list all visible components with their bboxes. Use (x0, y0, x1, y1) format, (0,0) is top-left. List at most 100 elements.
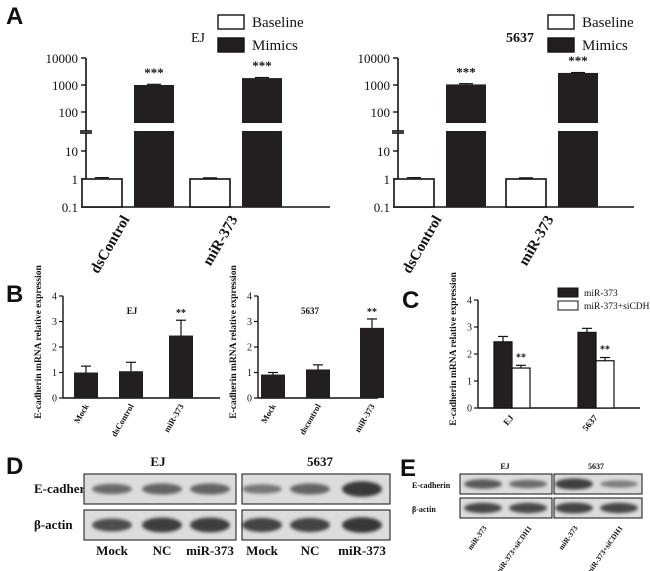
bar-mimics-lower (134, 131, 174, 207)
x-category-label: 5637 (580, 412, 600, 433)
band-beta-actin (464, 502, 502, 514)
lane-label: miR-373 (556, 524, 579, 552)
legend-label: Baseline (582, 15, 634, 31)
x-category-label: miR-373 (161, 402, 185, 434)
y-tick-label: 10 (377, 144, 390, 159)
band-beta-actin (555, 502, 593, 514)
panel-label-a: A (6, 3, 23, 30)
y-tick-label: 2 (52, 343, 57, 354)
group-label: EJ (150, 454, 166, 469)
lane-label: miR-373 (186, 543, 234, 558)
bar-mimics-lower (558, 131, 598, 207)
band-e-cadherin (555, 478, 593, 490)
significance-label: ** (367, 307, 377, 318)
x-category-label: Mock (72, 402, 91, 425)
legend-label: Baseline (252, 15, 304, 31)
y-tick-label: 10000 (46, 51, 79, 66)
lane-label: miR-373+siCDH1 (584, 524, 624, 571)
row-label-beta-actin: β-actin (34, 517, 73, 532)
band-beta-actin (242, 517, 282, 533)
x-category-label: dscontrol (297, 401, 323, 436)
y-tick-label: 3 (52, 317, 57, 328)
significance-label: *** (568, 53, 588, 68)
y-axis-label: E-cadherin mRNA relative expression (34, 265, 44, 419)
bar-mimics-lower (446, 131, 486, 207)
x-category-label: dsControl (400, 213, 446, 276)
band-e-cadherin (509, 479, 547, 489)
y-tick-label: 1 (467, 377, 472, 388)
legend-swatch (557, 300, 579, 311)
y-tick-label: 0 (467, 404, 472, 415)
lane-label: miR-373 (465, 524, 488, 552)
y-tick-label: 1 (247, 368, 252, 379)
bar-mimics-lower (242, 131, 282, 207)
western-blot-d: E-cadherin β-actin EJ 5637 Mock NC miR-373 Mock… (34, 454, 391, 558)
lane-label: miR-373+siCDH1 (493, 524, 533, 571)
band-beta-actin (509, 502, 547, 514)
group-label: 5637 (307, 454, 334, 469)
bar-baseline (189, 178, 231, 208)
chart-title: EJ (127, 306, 138, 316)
significance-label: *** (144, 65, 164, 80)
bar-mir-373 (577, 331, 597, 409)
chart-a-ej: EJ 0.1 1 10 100 1000 10000 *** dsControl *** miR-3… (46, 14, 330, 276)
x-category-label: miR-373 (352, 402, 376, 434)
y-tick-label: 0.1 (62, 200, 78, 215)
x-category-label: dsControl (109, 401, 136, 438)
panel-label-c: C (402, 287, 419, 314)
legend-label: Mimics (582, 38, 628, 54)
y-tick-label: 1000 (52, 78, 78, 93)
y-tick-label: 4 (467, 296, 472, 307)
chart-c: 0 1 2 3 4 E-cadherin mRNA relative expression… (449, 272, 650, 434)
legend-label: miR-373+siCDH1 (584, 302, 650, 312)
bar (169, 335, 193, 398)
bar (119, 371, 143, 398)
x-category-label: dsControl (88, 213, 134, 276)
band-e-cadherin (600, 480, 638, 488)
y-tick-label: 4 (247, 292, 252, 303)
chart-title: EJ (191, 31, 206, 46)
y-tick-label: 2 (467, 350, 472, 361)
bar-mimics-upper (558, 72, 598, 123)
bar-mimics-upper (134, 85, 174, 123)
band-e-cadherin (142, 483, 182, 495)
y-tick-label: 1 (384, 172, 391, 187)
bar-baseline (505, 178, 547, 208)
band-e-cadherin (290, 483, 330, 495)
band-e-cadherin (190, 483, 230, 495)
significance-label: ** (600, 345, 610, 356)
significance-label: ** (176, 308, 186, 319)
y-tick-label: 100 (59, 105, 79, 120)
significance-label: *** (252, 58, 272, 73)
y-axis-label: E-cadherin mRNA relative expression (229, 265, 239, 419)
band-beta-actin (290, 517, 330, 533)
legend-swatch-mimics (217, 37, 245, 53)
band-beta-actin (342, 517, 382, 533)
band-beta-actin (92, 518, 132, 532)
lane-label: NC (301, 543, 320, 558)
x-category-label: EJ (501, 412, 516, 427)
legend-swatch-mimics (547, 37, 575, 53)
bar-mir-373 (493, 341, 513, 409)
chart-a-5637: 5637 0.1 1 10 100 1000 10000 *** dsControl *** miR… (358, 14, 634, 276)
bar (74, 372, 98, 398)
row-label-e-cadherin: E-cadherin (34, 481, 97, 496)
chart-b-5637: 5637 0 1 2 3 4 E-cadherin mRNA relative expres… (229, 265, 384, 436)
legend-label: miR-373 (584, 289, 618, 299)
panel-label-e: E (400, 455, 416, 482)
band-e-cadherin (242, 484, 282, 494)
lane-label: Mock (96, 543, 129, 558)
y-tick-label: 1 (52, 368, 57, 379)
band-e-cadherin (92, 483, 132, 495)
row-label-e-cadherin: E-cadherin (412, 481, 451, 490)
x-category-label: miR-373 (516, 213, 557, 269)
y-tick-label: 1000 (364, 78, 390, 93)
legend-swatch (557, 287, 579, 298)
chart-b-ej: EJ 0 1 2 3 4 E-cadherin mRNA relative expressi… (34, 265, 220, 438)
blot-box (459, 473, 553, 495)
panel-label-d: D (6, 453, 23, 480)
y-axis-label: E-cadherin mRNA relative expression (449, 272, 459, 426)
bar (306, 369, 330, 398)
bar (360, 327, 384, 398)
